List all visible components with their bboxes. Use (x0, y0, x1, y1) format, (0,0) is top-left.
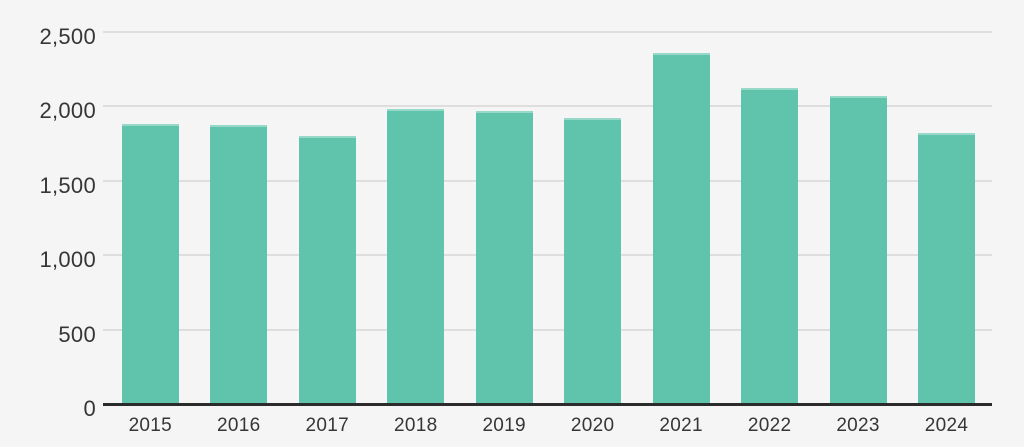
bar-2017 (298, 136, 356, 404)
y-tick-label: 0 (83, 396, 96, 421)
y-tick-label: 1,500 (39, 172, 96, 198)
x-axis-line (103, 403, 992, 406)
y-tick-label: 2,000 (39, 98, 96, 124)
x-tick-label: 2016 (217, 415, 261, 436)
y-tick-label: 1,000 (39, 247, 96, 273)
bar-2022 (741, 87, 799, 404)
x-tick-label: 2020 (570, 415, 615, 436)
x-tick-label: 2015 (128, 415, 173, 436)
bar-2024 (918, 133, 976, 404)
gridline (103, 105, 992, 108)
gridline (103, 328, 992, 331)
bar-2020 (564, 118, 622, 404)
x-tick-label: 2021 (659, 415, 703, 436)
x-tick-label: 2022 (747, 415, 792, 436)
bar-2018 (387, 108, 445, 404)
x-tick-label: 2024 (924, 415, 969, 436)
x-tick-label: 2019 (482, 415, 526, 436)
y-tick-label: 2,500 (39, 24, 96, 49)
bar-2019 (475, 110, 533, 404)
y-tick-label: 500 (58, 321, 96, 347)
bar-2016 (210, 125, 268, 404)
gridline (103, 179, 992, 182)
bar-2021 (652, 52, 710, 404)
x-tick-label: 2018 (393, 415, 438, 436)
gridline (103, 31, 992, 33)
bar-2015 (121, 123, 179, 404)
bar-2023 (829, 95, 887, 404)
gridline (103, 254, 992, 257)
x-tick-label: 2017 (305, 415, 349, 436)
x-tick-label: 2023 (836, 415, 880, 436)
